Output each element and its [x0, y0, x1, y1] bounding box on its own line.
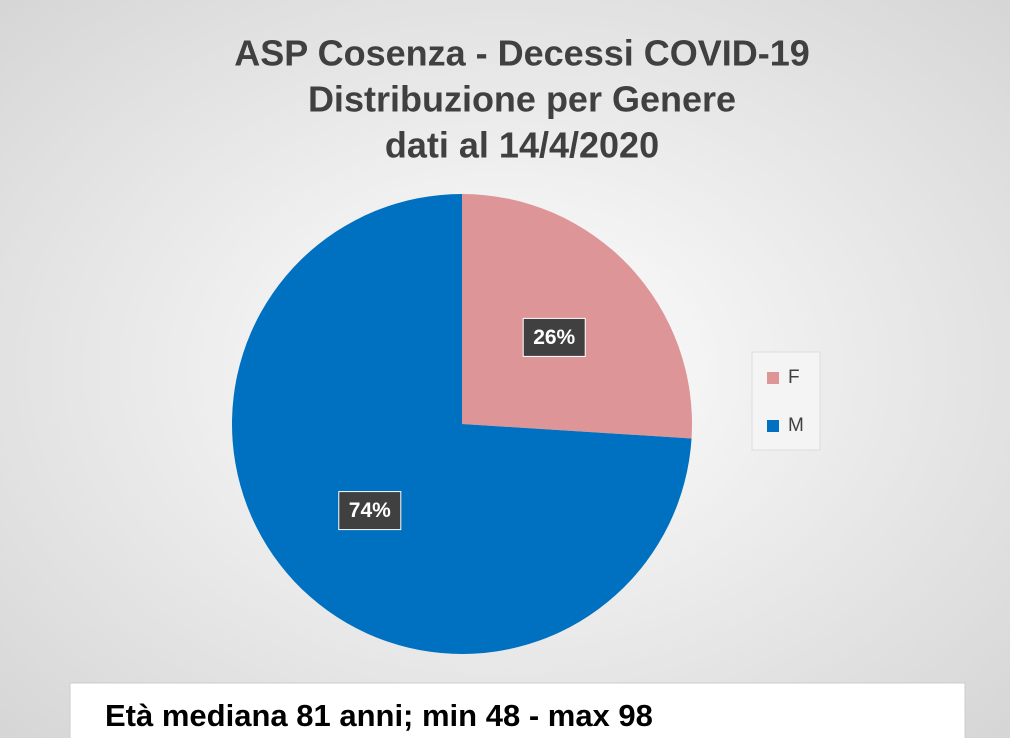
legend-box: [751, 351, 821, 451]
legend-swatch: [767, 372, 779, 384]
data-label-box: [522, 317, 586, 357]
legend-label: M: [788, 415, 804, 436]
data-label: 26%: [533, 326, 575, 349]
chart-title: ASP Cosenza - Decessi COVID-19: [234, 33, 810, 74]
pie-slice: [462, 194, 692, 439]
pie-slice: [232, 194, 692, 654]
legend-swatch: [767, 420, 779, 432]
chart-title: dati al 14/4/2020: [385, 125, 659, 166]
footer-box: [69, 682, 966, 738]
footer-text: Età mediana 81 anni; min 48 - max 98: [105, 698, 653, 733]
chart-title: Distribuzione per Genere: [308, 79, 736, 120]
legend-label: F: [788, 367, 800, 388]
data-label-box: [338, 491, 402, 531]
data-label: 74%: [349, 499, 391, 522]
